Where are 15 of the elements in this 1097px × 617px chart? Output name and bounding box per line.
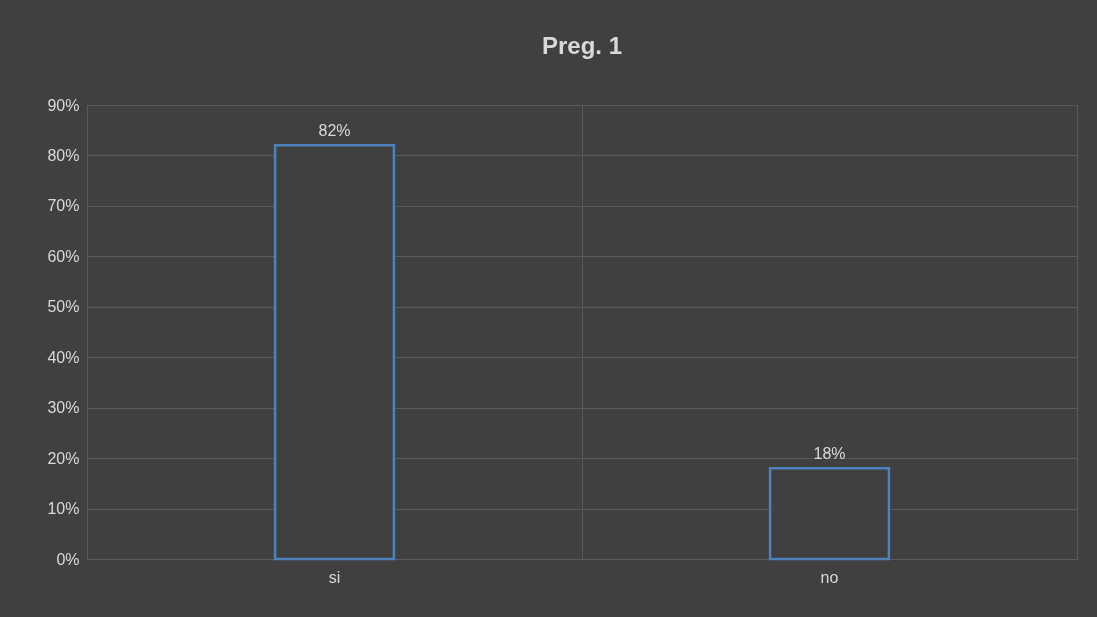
y-tick-label: 10% [47,500,80,518]
y-tick-label: 50% [47,298,80,316]
y-tick-label: 80% [47,146,80,164]
x-tick-label: si [328,568,341,586]
y-tick-label: 60% [47,247,80,265]
y-tick-label: 90% [47,96,80,114]
y-tick-label: 70% [47,197,80,215]
y-tick-label: 20% [47,449,80,467]
y-tick-label: 40% [47,348,80,366]
chart-title: Preg. 1 [541,32,623,59]
data-label: 82% [318,122,351,140]
data-label: 18% [813,445,846,463]
y-tick-label: 30% [47,399,80,417]
x-tick-label: no [820,568,839,586]
y-tick-label: 0% [56,550,80,568]
